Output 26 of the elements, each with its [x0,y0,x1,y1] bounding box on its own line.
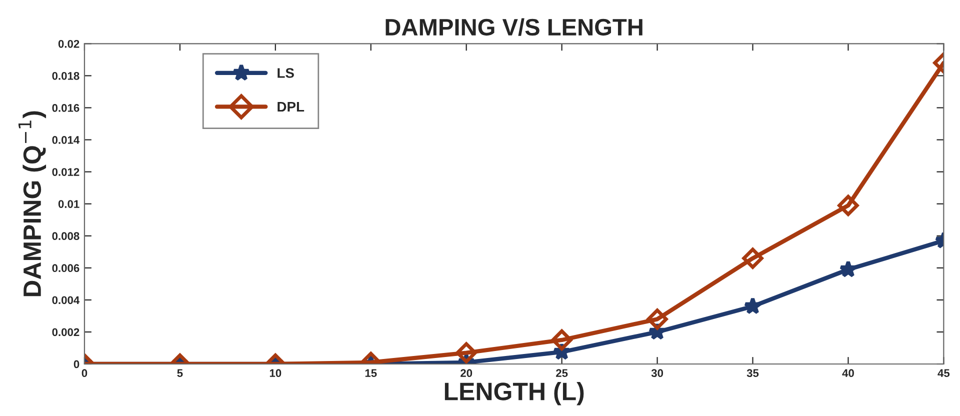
x-tick-label: 0 [82,369,88,378]
legend-label: DPL [278,102,304,112]
y-tick-label: 0.01 [58,200,80,208]
y-tick-label: 0.008 [52,232,80,240]
x-tick-label: 20 [460,369,472,378]
x-tick-label: 30 [651,369,664,378]
x-axis-title: LENGTH (L) [444,382,584,406]
x-tick-label: 5 [177,369,183,378]
chart-title: DAMPING V/S LENGTH [386,18,642,36]
y-tick-label: 0.02 [58,40,80,48]
y-tick-label: 0.016 [52,104,80,112]
y-tick-label: 0.012 [52,168,80,176]
y-tick-label: 0 [74,360,80,368]
y-tick-label: 0.014 [52,136,80,144]
x-tick-label: 15 [365,369,377,378]
y-axis-title: DAMPING (Q$^{−1}$) [18,111,46,296]
legend-label: LS [278,68,294,78]
y-tick-label: 0.002 [52,328,80,336]
x-tick-label: 25 [556,369,568,378]
y-tick-label: 0.006 [52,264,80,272]
x-tick-label: 35 [746,369,759,378]
y-tick-label: 0.004 [52,296,80,304]
x-tick-label: 10 [270,369,282,378]
y-tick-label: 0.018 [52,72,80,80]
x-tick-label: 45 [938,369,950,378]
x-tick-label: 40 [842,369,854,378]
